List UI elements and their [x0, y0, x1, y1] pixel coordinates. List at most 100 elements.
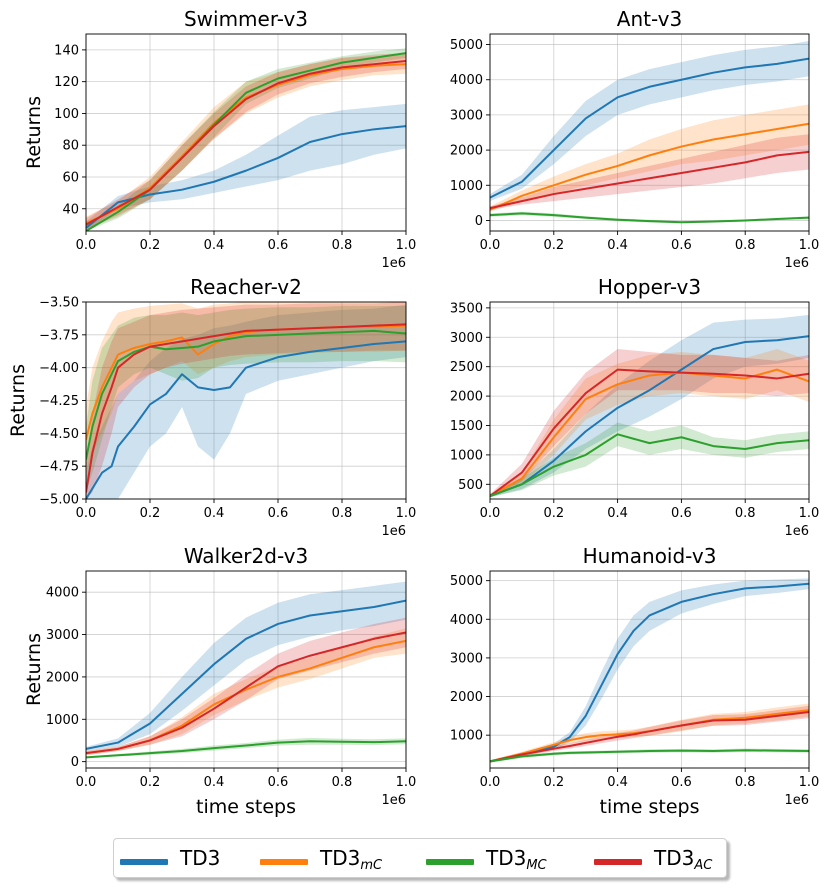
y-tick-label: −4.00: [39, 361, 79, 376]
confidence-band-td3_ac: [86, 302, 406, 499]
x-tick-label: 0.6: [671, 775, 692, 790]
plot-frame: [85, 570, 407, 769]
y-axis-label: Returns: [7, 364, 29, 437]
x-tick-label: 1.0: [799, 506, 820, 521]
y-tick-label: 60: [62, 170, 79, 185]
plot-area: [86, 302, 406, 499]
x-tick-label: 0.6: [268, 238, 289, 253]
x-tick-label: 0.8: [735, 506, 756, 521]
x-tick-label: 0.2: [140, 775, 161, 790]
y-tick-label: 3000: [46, 628, 79, 643]
x-axis-exponent: 1e6: [381, 524, 406, 539]
confidence-band-td3_mc: [490, 422, 809, 498]
x-tick-label: 0.2: [543, 506, 564, 521]
legend-label-td3-ac: TD3AC: [654, 846, 713, 873]
series-line-td3_ac: [490, 368, 809, 497]
y-tick-label: 4000: [450, 613, 483, 628]
confidence-band-td3_mc: [490, 349, 809, 498]
y-tick-label: 2000: [450, 690, 483, 705]
x-tick-label: 0.4: [204, 238, 225, 253]
confidence-band-td3: [490, 314, 809, 498]
x-axis-exponent: 1e6: [784, 524, 809, 539]
series-line-td3_mc: [490, 212, 809, 224]
y-tick-label: −4.50: [39, 427, 79, 442]
confidence-band-td3_mc: [490, 104, 809, 212]
x-tick-label: 0.2: [140, 506, 161, 521]
x-tick-label: 0.6: [671, 506, 692, 521]
y-tick-label: −4.25: [39, 394, 79, 409]
plot-frame: [489, 33, 810, 232]
x-tick-label: 0.8: [735, 238, 756, 253]
x-tick-label: 0.4: [204, 506, 225, 521]
x-tick-label: 0.0: [76, 775, 97, 790]
y-axis-label: Returns: [23, 633, 45, 706]
x-tick-label: 0.2: [140, 238, 161, 253]
legend-item-td3-mc: TD3MC: [426, 847, 547, 877]
chart-panel-1: 0.0 0.2 0.4 0.6 0.8 1.0 40 60 80 100 120 140 1e6 Swim…: [23, 7, 416, 271]
series-line-td3_mc: [490, 433, 809, 497]
series-line-td3_ac: [86, 60, 406, 226]
confidence-band-td3_mc: [86, 628, 406, 756]
x-tick-label: 0.8: [735, 775, 756, 790]
chart-panel-4: 0.0 0.2 0.4 0.6 0.8 1.0 500 1000 1500 2000 2500 300…: [450, 275, 819, 539]
series-line-td3_mc: [86, 740, 406, 759]
legend: TD3 TD3mC TD3MC TD3AC: [113, 838, 727, 878]
x-axis-exponent: 1e6: [381, 793, 406, 808]
y-tick-label: 5000: [450, 38, 483, 53]
legend-label-td3-mc-lower: TD3mC: [320, 846, 383, 873]
legend-item-td3-ac: TD3AC: [594, 847, 712, 877]
series-line-td3: [86, 340, 406, 499]
series-line-td3_ac: [86, 323, 406, 493]
x-tick-label: 0.0: [76, 506, 97, 521]
y-axis-label: Returns: [23, 96, 45, 169]
y-tick-label: 2000: [450, 390, 483, 405]
chart-panel-3: 0.0 0.2 0.4 0.6 0.8 1.0 −5.00 −4.75 −4.50 −4.25 −4…: [7, 275, 416, 539]
x-tick-label: 1.0: [396, 506, 417, 521]
series-line-td3: [490, 335, 809, 497]
y-tick-label: 100: [54, 107, 79, 122]
series-line-td3: [490, 582, 809, 763]
plot-frame: [489, 570, 810, 769]
plot-area: [490, 41, 809, 224]
chart-panel-6: 0.0 0.2 0.4 0.6 0.8 1.0 1000 2000 3000 4000 5000 1e…: [450, 544, 819, 818]
y-tick-label: 4000: [450, 73, 483, 88]
y-tick-label: 5000: [450, 574, 483, 589]
x-tick-label: 0.6: [671, 238, 692, 253]
chart-title: Walker2d-v3: [184, 544, 308, 568]
y-tick-label: 1000: [450, 729, 483, 744]
y-tick-label: 1000: [46, 713, 79, 728]
y-tick-label: 1000: [450, 448, 483, 463]
chart-panel-2: 0.0 0.2 0.4 0.6 0.8 1.0 0 1000 2000 3000 4000 5000 1…: [450, 7, 819, 271]
x-tick-label: 0.0: [480, 775, 501, 790]
x-tick-label: 0.2: [543, 775, 564, 790]
chart-title: Humanoid-v3: [583, 544, 717, 568]
x-tick-label: 1.0: [799, 238, 820, 253]
y-tick-label: 140: [54, 43, 79, 58]
x-tick-label: 0.0: [76, 238, 97, 253]
plot-area: [490, 578, 809, 763]
series-line-td3: [490, 57, 809, 199]
series-line-td3: [86, 599, 406, 750]
plot-area: [86, 48, 406, 231]
legend-label-td3-mc: TD3MC: [486, 846, 547, 873]
chart-title: Reacher-v2: [190, 275, 302, 299]
confidence-band-td3_mc: [86, 737, 406, 759]
y-tick-label: −3.50: [39, 296, 79, 311]
confidence-band-td3: [86, 103, 406, 231]
x-tick-label: 1.0: [396, 238, 417, 253]
y-tick-label: 1500: [450, 419, 483, 434]
y-tick-label: −3.75: [39, 328, 79, 343]
x-axis-exponent: 1e6: [381, 256, 406, 271]
y-tick-label: −4.75: [39, 460, 79, 475]
x-tick-label: 1.0: [799, 775, 820, 790]
y-tick-label: 0: [71, 755, 79, 770]
y-tick-label: 0: [475, 214, 483, 229]
y-tick-label: 120: [54, 75, 79, 90]
chart-title: Ant-v3: [617, 7, 682, 31]
series-line-td3_mc: [490, 749, 809, 763]
legend-swatch-td3-ac: [594, 859, 642, 865]
y-tick-label: 3000: [450, 108, 483, 123]
y-tick-label: 80: [62, 139, 79, 154]
x-axis-label: time steps: [600, 796, 700, 818]
